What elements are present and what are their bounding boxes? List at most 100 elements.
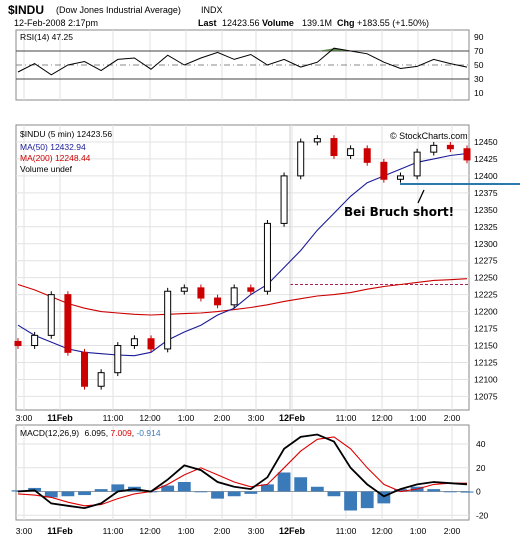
candle-body: [330, 138, 338, 157]
rsi-y-tick-label: 90: [474, 32, 484, 42]
price-panel: [15, 124, 470, 411]
price-x-tick-label: 2:00: [214, 413, 231, 423]
price-y-tick-label: 12400: [474, 171, 498, 181]
macd-y-tick-label: 40: [476, 439, 486, 449]
price-y-tick-label: 12200: [474, 307, 498, 317]
candle-body: [214, 297, 222, 306]
candle-body: [247, 287, 255, 292]
candle-body: [31, 334, 39, 347]
ma50-line: [17, 152, 468, 357]
macd-histogram-bar: [443, 491, 457, 493]
macd-histogram-bar: [94, 489, 108, 492]
macd-histogram-bar: [310, 486, 324, 492]
macd-histogram-bar: [261, 484, 274, 492]
macd-x-tick-label: 11:00: [103, 526, 124, 536]
annotation-pointer: [417, 189, 425, 204]
price-y-tick-label: 12450: [474, 137, 498, 147]
price-x-tick-label: 11:00: [103, 413, 124, 423]
last-value: 12423.56: [222, 18, 260, 28]
price-y-tick-label: 12175: [474, 324, 498, 334]
macd-line: [17, 433, 468, 510]
price-x-tick-label: 12:00: [139, 413, 161, 423]
price-y-tick-label: 12300: [474, 239, 498, 249]
candle-body: [97, 372, 105, 387]
price-x-tick-label: 11:00: [336, 413, 357, 423]
candle-body: [313, 138, 321, 143]
volume-legend: Volume undef: [20, 164, 73, 174]
macd-x-tick-label: 1:00: [178, 526, 195, 536]
candle-body: [147, 338, 155, 350]
macd-legend-histogram: -0.914: [136, 428, 160, 438]
macd-histogram-bar: [277, 472, 291, 492]
price-x-tick-label: 1:00: [410, 413, 427, 423]
macd-x-tick-label: 12Feb: [279, 526, 306, 536]
macd-x-tick-label: 1:00: [410, 526, 427, 536]
candle-body: [363, 148, 371, 163]
macd-y-tick-label: -20: [476, 510, 489, 520]
price-x-tick-label: 12:00: [371, 413, 393, 423]
macd-legend-prefix: MACD(12,26,9): [20, 428, 79, 438]
candle-body: [430, 144, 438, 153]
ma200-legend: MA(200) 12248.44: [20, 153, 91, 163]
candle-body: [230, 287, 238, 306]
candle-body: [114, 345, 122, 374]
candle-body: [180, 287, 188, 292]
candle-body: [64, 294, 72, 353]
candle-body: [463, 148, 471, 161]
macd-histogram-bar: [344, 491, 358, 511]
candle-body: [280, 175, 288, 224]
price-x-tick-label: 11Feb: [47, 413, 73, 423]
candle-body: [380, 161, 388, 180]
rsi-y-tick-label: 70: [474, 46, 484, 56]
price-x-tick-label: 2:00: [444, 413, 461, 423]
price-x-tick-label: 12Feb: [279, 413, 306, 423]
price-x-tick-label: 3:00: [248, 413, 265, 423]
watermark: © StockCharts.com: [390, 131, 468, 141]
chg-label: Chg: [337, 18, 355, 28]
macd-histogram-bar: [377, 491, 391, 504]
macd-y-tick-label: 0: [476, 487, 481, 497]
price-y-tick-label: 12350: [474, 205, 498, 215]
macd-histogram-bar: [161, 485, 175, 492]
last-label: Last: [198, 18, 217, 28]
rsi-y-tick-label: 30: [474, 74, 484, 84]
volume-value: 139.1M: [302, 18, 332, 28]
macd-histogram-bar: [177, 482, 191, 492]
candle-body: [297, 141, 305, 177]
macd-x-tick-label: 12:00: [371, 526, 393, 536]
macd-x-tick-label: 11:00: [336, 526, 357, 536]
candle-body: [396, 175, 404, 180]
price-y-tick-label: 12100: [474, 374, 498, 384]
macd-x-tick-label: 2:00: [214, 526, 231, 536]
price-y-tick-label: 12225: [474, 290, 498, 300]
macd-signal-line: [17, 436, 467, 507]
price-y-tick-label: 12075: [474, 391, 498, 401]
macd-x-tick-label: 3:00: [248, 526, 265, 536]
macd-histogram-bar: [61, 491, 75, 497]
candle-body: [347, 148, 355, 157]
macd-histogram-bar: [194, 491, 208, 493]
candle-body: [164, 290, 172, 350]
candle-body: [413, 151, 421, 177]
macd-x-tick-label: 12:00: [139, 526, 161, 536]
macd-x-tick-label: 2:00: [444, 526, 461, 536]
price-y-tick-label: 12275: [474, 256, 498, 266]
ma50-legend: MA(50) 12432.94: [20, 142, 86, 152]
rsi-line: [17, 47, 468, 76]
price-y-tick-label: 12325: [474, 222, 498, 232]
rsi-overbought-fill: [317, 48, 351, 51]
candle-body: [130, 338, 138, 347]
macd-histogram-bar: [244, 491, 258, 494]
price-x-tick-label: 1:00: [178, 413, 195, 423]
macd-x-tick-label: 3:00: [16, 526, 33, 536]
price-y-tick-label: 12125: [474, 358, 498, 368]
candle-body: [81, 351, 89, 387]
macd-histogram-bar: [394, 489, 407, 492]
macd-histogram-bar: [327, 491, 341, 497]
rsi-y-tick-label: 10: [474, 88, 484, 98]
macd-histogram-bar: [460, 491, 474, 493]
price-annotation: Bei Bruch short!: [344, 205, 454, 219]
price-y-tick-label: 12150: [474, 341, 498, 351]
macd-x-tick-label: 11Feb: [47, 526, 73, 536]
chg-value: +183.55 (+1.50%): [357, 18, 429, 28]
